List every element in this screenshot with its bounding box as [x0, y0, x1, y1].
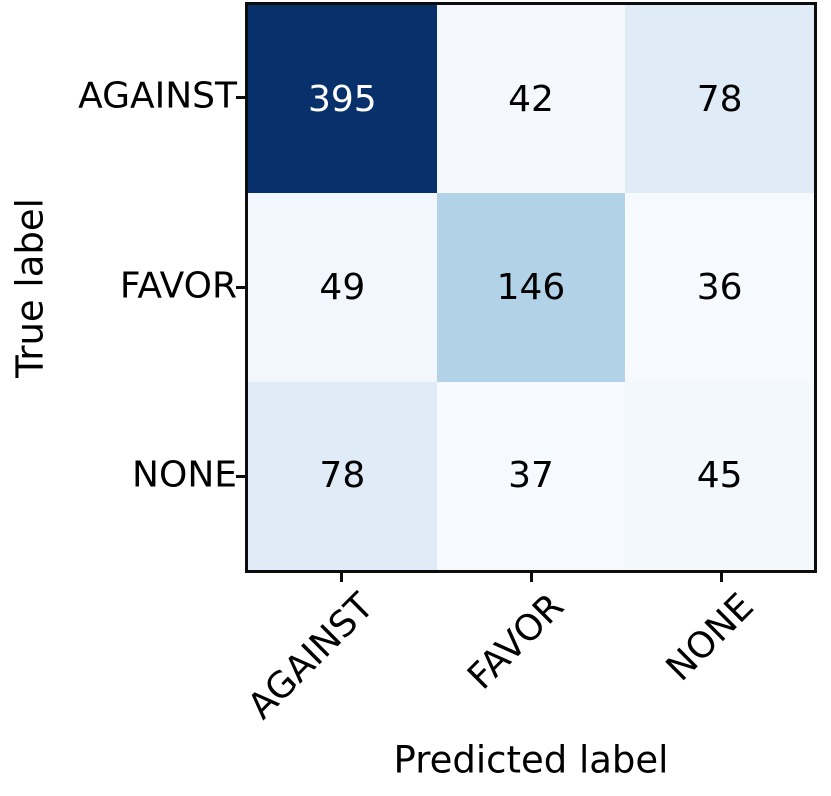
y-tick-mark	[236, 96, 245, 99]
x-tick-mark	[340, 571, 343, 582]
x-tick-label-against: AGAINST	[240, 585, 382, 728]
heatmap-cell-against-none: 78	[625, 5, 814, 194]
heatmap-cell-none-against: 78	[248, 381, 437, 570]
y-tick-mark	[236, 286, 245, 289]
heatmap-cell-favor-against: 49	[248, 193, 437, 382]
y-tick-mark	[236, 475, 245, 478]
heatmap-cell-favor-none: 36	[625, 193, 814, 382]
x-tick-mark	[530, 571, 533, 582]
x-tick-mark	[720, 571, 723, 582]
y-tick-label-favor: FAVOR	[119, 265, 237, 307]
heatmap-cell-none-none: 45	[625, 381, 814, 570]
y-tick-label-against: AGAINST	[78, 75, 237, 117]
heatmap-cell-against-against: 395	[248, 5, 437, 194]
heatmap-cell-favor-favor: 146	[436, 193, 626, 382]
x-axis-title: Predicted label	[393, 738, 669, 782]
y-tick-label-none: NONE	[132, 454, 237, 496]
heatmap-grid: 395 42 78 49 146 36 78 37 45	[245, 2, 817, 573]
x-tick-label-none: NONE	[658, 585, 762, 690]
heatmap-cell-against-favor: 42	[436, 5, 626, 194]
heatmap-cell-none-favor: 37	[436, 381, 626, 570]
x-tick-label-favor: FAVOR	[460, 585, 572, 698]
y-axis-title: True label	[8, 198, 52, 378]
